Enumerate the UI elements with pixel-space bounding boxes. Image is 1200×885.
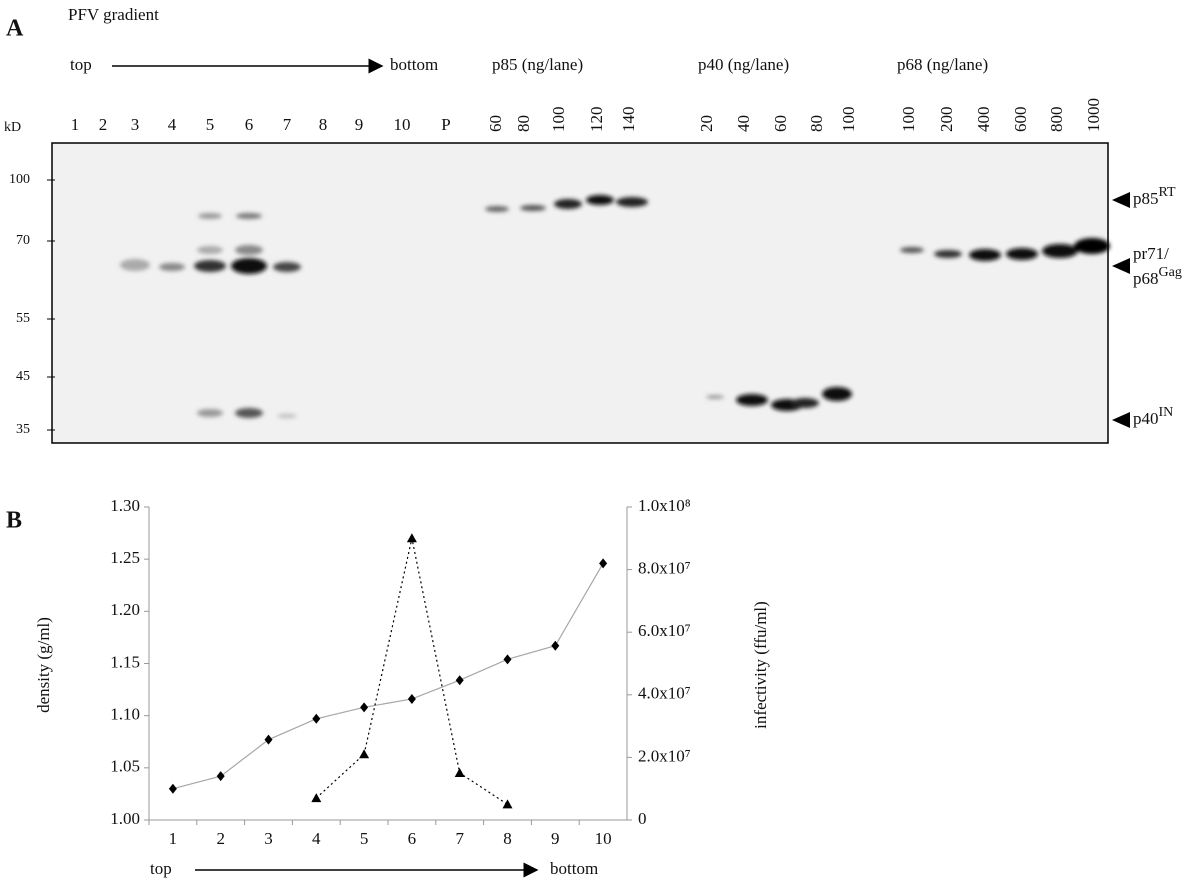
series-line <box>172 563 604 790</box>
y2-tick-label: 1.0x10⁸ <box>638 496 691 515</box>
lane-label: 3 <box>131 115 140 134</box>
lane-label: 8 <box>319 115 328 134</box>
lane-label: P <box>441 115 450 134</box>
gradient-label: PFV gradient <box>68 5 159 24</box>
data-point <box>264 734 273 745</box>
y-tick-label: 1.05 <box>110 757 140 776</box>
y-axis-title: density (g/ml) <box>34 617 53 713</box>
data-point <box>454 768 465 778</box>
kd-label: kD <box>4 120 21 135</box>
data-point <box>359 749 370 759</box>
data-point <box>407 693 416 704</box>
band-label: p85RT <box>1133 185 1176 208</box>
mw-label: 100 <box>9 172 30 187</box>
lane-label: 9 <box>355 115 364 134</box>
data-point <box>312 713 321 724</box>
lane-label: 40 <box>734 115 753 132</box>
data-point <box>455 675 464 686</box>
x-tick-label: 6 <box>408 829 417 848</box>
bands <box>120 195 1110 418</box>
lane-label: 800 <box>1047 107 1066 133</box>
x-end-label: bottom <box>550 859 598 878</box>
data-point <box>168 783 177 794</box>
lane-label: 400 <box>974 107 993 133</box>
y2-tick-label: 2.0x10⁷ <box>638 746 691 765</box>
lane-label: 600 <box>1011 107 1030 133</box>
y2-tick-label: 0 <box>638 809 647 828</box>
mw-label: 55 <box>16 311 30 326</box>
group-title: p85 (ng/lane) <box>492 55 583 74</box>
x-tick-label: 1 <box>169 829 178 848</box>
data-point <box>311 793 322 803</box>
y2-axis-title: infectivity (ffu/ml) <box>751 601 770 729</box>
band-arrow <box>1112 258 1130 274</box>
x-tick-label: 2 <box>216 829 225 848</box>
band-arrow <box>1112 412 1130 428</box>
x-tick-label: 5 <box>360 829 369 848</box>
data-point <box>216 771 225 782</box>
data-point <box>599 558 608 569</box>
y-tick-label: 1.20 <box>110 600 140 619</box>
data-point <box>551 640 560 651</box>
x-tick-label: 3 <box>264 829 273 848</box>
lane-label: 200 <box>937 107 956 133</box>
lane-label: 2 <box>99 115 108 134</box>
band-arrow <box>1112 192 1130 208</box>
group-title: p68 (ng/lane) <box>897 55 988 74</box>
y-tick-label: 1.00 <box>110 809 140 828</box>
y-tick-label: 1.30 <box>110 496 140 515</box>
y2-tick-label: 8.0x10⁷ <box>638 559 691 578</box>
top-label: top <box>70 55 92 74</box>
mw-label: 45 <box>16 369 30 384</box>
band-label: p68Gag <box>1133 265 1182 288</box>
band-label: p40IN <box>1133 405 1173 428</box>
data-point <box>503 654 512 665</box>
x-tick-label: 4 <box>312 829 321 848</box>
y2-tick-label: 4.0x10⁷ <box>638 684 691 703</box>
lane-label: 10 <box>394 115 411 134</box>
lane-label: 7 <box>283 115 292 134</box>
mw-label: 70 <box>16 233 30 248</box>
lane-label: 6 <box>245 115 254 134</box>
x-tick-label: 9 <box>551 829 560 848</box>
lane-label: 20 <box>697 115 716 132</box>
lane-label: 5 <box>206 115 215 134</box>
y2-tick-label: 6.0x10⁷ <box>638 621 691 640</box>
lane-label: 120 <box>587 107 606 133</box>
lane-label: 4 <box>168 115 177 134</box>
lane-label: 140 <box>619 107 638 133</box>
lane-label: 80 <box>807 115 826 132</box>
y-tick-label: 1.15 <box>110 652 140 671</box>
lane-label: 60 <box>486 115 505 132</box>
group-title: p40 (ng/lane) <box>698 55 789 74</box>
lane-label: 1000 <box>1084 98 1103 132</box>
y-tick-label: 1.10 <box>110 705 140 724</box>
panel-label: B <box>6 508 22 534</box>
y-tick-label: 1.25 <box>110 548 140 567</box>
blot <box>51 142 1109 444</box>
lane-label: 100 <box>839 107 858 133</box>
lane-label: 60 <box>771 115 790 132</box>
panel-label: A <box>6 16 24 42</box>
bottom-label: bottom <box>390 55 438 74</box>
data-point <box>360 702 369 713</box>
lane-label: 1 <box>71 115 80 134</box>
x-tick-label: 10 <box>595 829 612 848</box>
lane-label: 100 <box>899 107 918 133</box>
x-tick-label: 8 <box>503 829 512 848</box>
x-tick-label: 7 <box>455 829 464 848</box>
lane-label: 100 <box>549 107 568 133</box>
x-start-label: top <box>150 859 172 878</box>
band-label: pr71/ <box>1133 244 1169 263</box>
mw-label: 35 <box>16 422 30 437</box>
lane-label: 80 <box>514 115 533 132</box>
data-point <box>406 533 417 543</box>
data-point <box>502 799 513 809</box>
